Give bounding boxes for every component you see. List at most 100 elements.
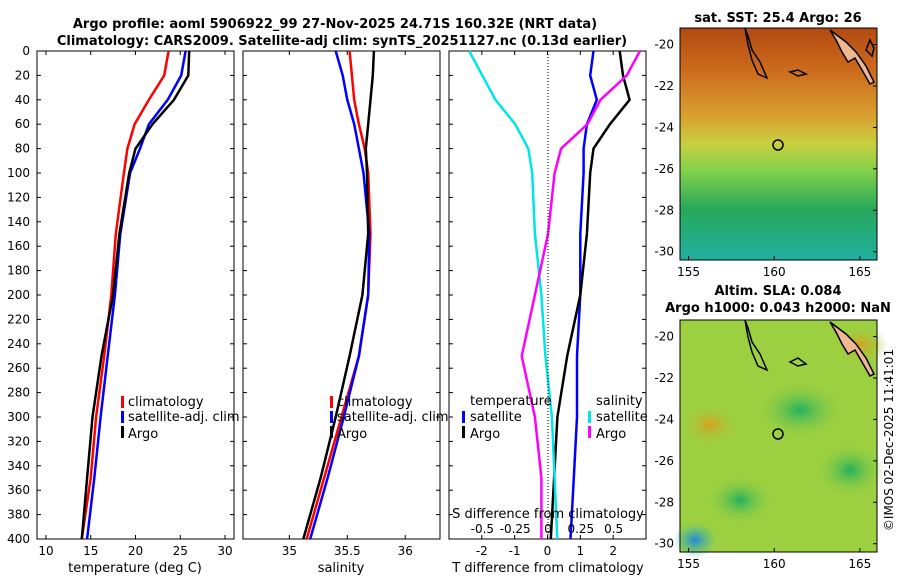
depth-tick-label: 200 bbox=[7, 288, 30, 302]
series-line-argo bbox=[80, 50, 191, 540]
legend-label-argo: Argo bbox=[128, 427, 158, 442]
depth-tick-label: 80 bbox=[15, 142, 30, 156]
map-y-tick-label: -26 bbox=[654, 162, 674, 176]
difference-xlabel: T difference from climatology bbox=[451, 561, 644, 576]
depth-ticks: 0 20 40 60 80 100 120 140 160 180 200 220 240 260 280 3… bbox=[7, 44, 646, 546]
s-diff-tick-label: -0.25 bbox=[500, 522, 531, 536]
map-y-tick-label: -24 bbox=[654, 120, 674, 134]
series-line-satellite bbox=[308, 50, 371, 540]
temperature-legend: climatology satellite-adj. clim Argo bbox=[121, 395, 240, 442]
x-tick-label: 15 bbox=[83, 544, 98, 558]
s-diff-tick-label: 0.25 bbox=[567, 522, 594, 536]
depth-tick-label: 220 bbox=[7, 312, 30, 326]
legend-label-satellite: satellite-adj. clim bbox=[337, 410, 449, 425]
x-tick-label: 36 bbox=[398, 544, 413, 558]
map-y-tick-label: -20 bbox=[654, 330, 674, 344]
legend-label-temp-argo: Argo bbox=[470, 427, 500, 442]
coastline-new-caledonia-main bbox=[829, 321, 876, 377]
s-diff-tick-label: 0.5 bbox=[604, 522, 623, 536]
coastline-islet bbox=[787, 69, 809, 77]
legend-swatch-temp-argo bbox=[462, 426, 465, 438]
depth-tick-label: 280 bbox=[7, 386, 30, 400]
salinity-panel: 35 35.5 36 bbox=[282, 50, 413, 558]
depth-tick-label: 20 bbox=[15, 68, 30, 82]
s-diff-tick-label: 0 bbox=[544, 522, 552, 536]
map-y-tick-label: -30 bbox=[654, 537, 674, 551]
legend-label-sal-satellite: satellite bbox=[596, 410, 648, 425]
legend-swatch-climatology bbox=[330, 396, 333, 408]
imos-watermark: ©IMOS 02-Dec-2025 11:41:01 bbox=[882, 349, 896, 531]
sst-map-frame bbox=[679, 27, 878, 261]
map-y-tick-label: -20 bbox=[654, 38, 674, 52]
coastline-new-caledonia-main bbox=[829, 29, 876, 85]
sla-anomaly-negative bbox=[815, 442, 885, 498]
map-y-tick-label: -28 bbox=[654, 203, 674, 217]
map-x-tick-label: 165 bbox=[848, 557, 871, 571]
map-x-tick-label: 160 bbox=[763, 557, 786, 571]
map-y-tick-label: -26 bbox=[654, 454, 674, 468]
map-y-tick-label: -30 bbox=[654, 245, 674, 259]
series-line-argo bbox=[549, 50, 631, 540]
figure-title-line2: Climatology: CARS2009. Satellite-adj cli… bbox=[57, 34, 627, 49]
legend-label-climatology: climatology bbox=[337, 395, 413, 410]
s-diff-tick-label: -0.5 bbox=[471, 522, 494, 536]
legend-swatch-temp-satellite bbox=[462, 411, 465, 423]
sla-anomaly-negative bbox=[755, 380, 845, 440]
coastline-north bbox=[865, 38, 875, 58]
map-x-tick-label: 165 bbox=[848, 265, 871, 279]
depth-tick-label: 100 bbox=[7, 166, 30, 180]
legend-swatch-satellite bbox=[121, 411, 124, 423]
x-tick-label: 35.5 bbox=[334, 544, 361, 558]
salinity-xlabel: salinity bbox=[318, 561, 365, 576]
series-line-satellite bbox=[85, 50, 187, 540]
series-line-climatology bbox=[80, 50, 170, 540]
sst-argo-marker bbox=[772, 139, 784, 151]
legend-swatch-sal-argo bbox=[588, 426, 591, 438]
sla-map-coast bbox=[744, 319, 876, 377]
depth-tick-label: 340 bbox=[7, 459, 30, 473]
depth-tick-label: 380 bbox=[7, 508, 30, 522]
x-tick-label: 2 bbox=[609, 544, 617, 558]
depth-tick-label: 160 bbox=[7, 239, 30, 253]
legend-title-salinity: salinity bbox=[596, 394, 643, 409]
difference-panel: -2 -1 0 1 2 bbox=[468, 50, 642, 558]
difference-top-xlabel: S difference from climatology bbox=[452, 507, 644, 522]
figure-title-line1: Argo profile: aoml 5906922_99 27-Nov-202… bbox=[73, 17, 597, 32]
map-x-tick-label: 155 bbox=[677, 557, 700, 571]
sla-anomaly-negative bbox=[705, 475, 775, 525]
map-y-tick-label: -22 bbox=[654, 79, 674, 93]
map-x-tick-label: 155 bbox=[677, 265, 700, 279]
sst-map-ticks: 155 160 165 -20 -22 -24 -26 -28 -30 bbox=[654, 38, 877, 279]
x-tick-label: 10 bbox=[38, 544, 53, 558]
legend-swatch-argo bbox=[330, 426, 333, 438]
map-y-tick-label: -24 bbox=[654, 412, 674, 426]
legend-label-satellite: satellite-adj. clim bbox=[128, 410, 240, 425]
salinity-legend: climatology satellite-adj. clim Argo bbox=[330, 395, 449, 442]
depth-tick-label: 140 bbox=[7, 215, 30, 229]
map-y-tick-label: -28 bbox=[654, 495, 674, 509]
depth-tick-label: 120 bbox=[7, 190, 30, 204]
depth-tick-label: 400 bbox=[7, 532, 30, 546]
x-tick-label: 20 bbox=[128, 544, 143, 558]
depth-tick-label: 360 bbox=[7, 483, 30, 497]
legend-label-argo: Argo bbox=[337, 427, 367, 442]
series-line-sat_salinity bbox=[468, 50, 559, 540]
x-tick-label: 30 bbox=[217, 544, 232, 558]
series-line-satellite bbox=[569, 50, 599, 540]
x-tick-label: 35 bbox=[282, 544, 297, 558]
map-x-tick-label: 160 bbox=[763, 265, 786, 279]
coastline-new-caledonia bbox=[744, 319, 769, 372]
coastline-islet bbox=[788, 357, 808, 367]
legend-label-temp-satellite: satellite bbox=[470, 410, 522, 425]
series-line-argo bbox=[302, 50, 376, 540]
depth-tick-label: 40 bbox=[15, 93, 30, 107]
salinity-difference-ticks: -0.5 -0.25 0 0.25 0.5 bbox=[471, 522, 624, 536]
legend-title-temperature: temperature bbox=[470, 394, 552, 409]
coastline-new-caledonia bbox=[744, 27, 769, 80]
salinity-axes bbox=[242, 50, 441, 540]
difference-legend: temperature satellite Argo salinity sate… bbox=[462, 394, 648, 442]
series-line-climatology bbox=[305, 50, 372, 540]
sla-map-frame bbox=[679, 319, 878, 553]
temperature-xlabel: temperature (deg C) bbox=[68, 561, 202, 576]
